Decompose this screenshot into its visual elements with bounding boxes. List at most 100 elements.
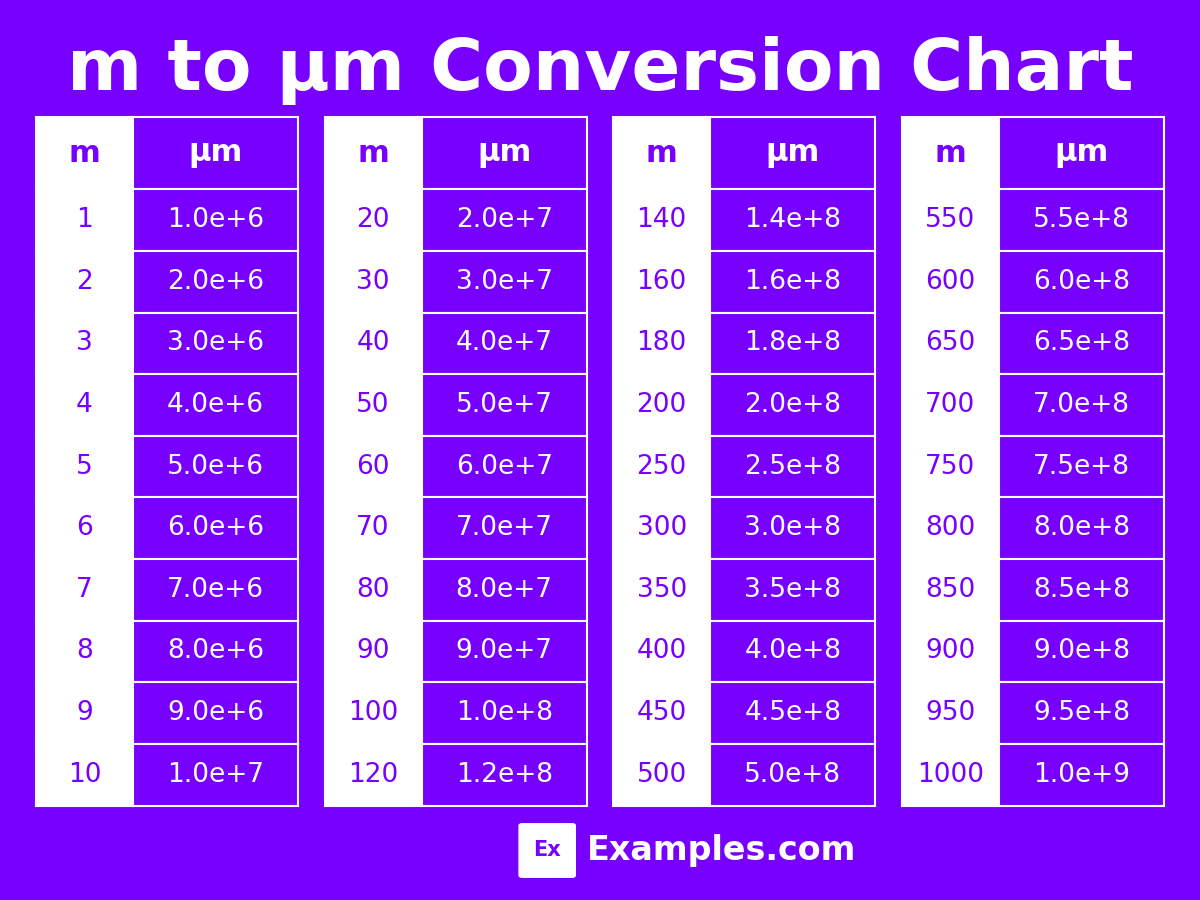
Bar [998, 374, 1164, 436]
Bar [613, 251, 710, 312]
Bar [421, 374, 587, 436]
Bar [36, 744, 133, 806]
Text: 6: 6 [76, 515, 92, 541]
Bar [998, 251, 1164, 312]
Bar [133, 312, 298, 374]
Text: Examples.com: Examples.com [587, 834, 856, 867]
Text: 6.0e+8: 6.0e+8 [1033, 269, 1130, 294]
Bar [998, 436, 1164, 498]
Bar [36, 251, 133, 312]
Text: μm: μm [766, 139, 820, 167]
Text: 1.0e+6: 1.0e+6 [167, 207, 264, 233]
Text: 50: 50 [356, 392, 390, 418]
Text: 800: 800 [925, 515, 976, 541]
Text: 400: 400 [636, 638, 686, 664]
Bar [421, 621, 587, 682]
Text: 4.0e+6: 4.0e+6 [167, 392, 264, 418]
Bar [324, 744, 421, 806]
Bar [902, 682, 998, 744]
Bar [902, 189, 998, 251]
Bar [710, 312, 875, 374]
Bar [710, 744, 875, 806]
Text: 8.0e+8: 8.0e+8 [1033, 515, 1130, 541]
Bar [36, 374, 133, 436]
Text: 2.5e+8: 2.5e+8 [744, 454, 841, 480]
Bar [998, 189, 1164, 251]
Text: 200: 200 [636, 392, 686, 418]
Text: 1.0e+9: 1.0e+9 [1033, 761, 1130, 788]
Text: 500: 500 [636, 761, 686, 788]
Text: 5.5e+8: 5.5e+8 [1033, 207, 1130, 233]
Bar [710, 559, 875, 621]
Bar [133, 559, 298, 621]
Bar [133, 621, 298, 682]
Bar [36, 621, 133, 682]
Text: 450: 450 [636, 700, 686, 726]
Bar [710, 189, 875, 251]
Bar [710, 117, 875, 189]
Text: 9.0e+6: 9.0e+6 [167, 700, 264, 726]
Text: m: m [68, 139, 101, 167]
Text: 6.0e+6: 6.0e+6 [167, 515, 264, 541]
Text: 1: 1 [76, 207, 92, 233]
Bar [998, 559, 1164, 621]
Text: 600: 600 [925, 269, 976, 294]
Text: 5: 5 [76, 454, 92, 480]
Text: 4.0e+7: 4.0e+7 [456, 330, 553, 356]
Text: 650: 650 [925, 330, 976, 356]
Text: 8.5e+8: 8.5e+8 [1033, 577, 1130, 603]
Bar [324, 251, 421, 312]
Text: 1.8e+8: 1.8e+8 [744, 330, 841, 356]
Bar [902, 559, 998, 621]
Text: 7.0e+8: 7.0e+8 [1033, 392, 1130, 418]
Bar [902, 621, 998, 682]
Text: 2: 2 [76, 269, 92, 294]
Text: 60: 60 [356, 454, 390, 480]
Bar [613, 117, 710, 189]
Text: 180: 180 [636, 330, 686, 356]
Text: 160: 160 [636, 269, 686, 294]
Text: 4.5e+8: 4.5e+8 [744, 700, 841, 726]
Text: m: m [935, 139, 966, 167]
Text: 2.0e+8: 2.0e+8 [744, 392, 841, 418]
Text: 30: 30 [356, 269, 390, 294]
Text: 7.0e+7: 7.0e+7 [456, 515, 553, 541]
Bar [421, 498, 587, 559]
Bar [324, 682, 421, 744]
Text: 1.0e+8: 1.0e+8 [456, 700, 553, 726]
Bar [902, 744, 998, 806]
Bar [998, 744, 1164, 806]
Bar [613, 682, 710, 744]
Bar [36, 312, 133, 374]
Bar [133, 189, 298, 251]
Bar [324, 312, 421, 374]
Bar [324, 621, 421, 682]
Bar [36, 682, 133, 744]
Bar [36, 559, 133, 621]
Bar [710, 682, 875, 744]
Text: 7.0e+6: 7.0e+6 [167, 577, 264, 603]
Text: 8: 8 [76, 638, 92, 664]
Text: 20: 20 [356, 207, 390, 233]
Text: 3.5e+8: 3.5e+8 [744, 577, 841, 603]
Bar [421, 559, 587, 621]
Bar [133, 374, 298, 436]
Text: 9.5e+8: 9.5e+8 [1033, 700, 1130, 726]
Text: 140: 140 [636, 207, 686, 233]
Text: 300: 300 [636, 515, 686, 541]
Bar [710, 498, 875, 559]
Bar [613, 374, 710, 436]
Bar [902, 117, 998, 189]
Text: 350: 350 [636, 577, 686, 603]
Bar [324, 436, 421, 498]
Text: 8.0e+7: 8.0e+7 [456, 577, 553, 603]
Bar [133, 251, 298, 312]
Bar [421, 436, 587, 498]
Bar [710, 621, 875, 682]
Text: 9: 9 [76, 700, 92, 726]
Text: 7.5e+8: 7.5e+8 [1033, 454, 1130, 480]
Text: 1000: 1000 [917, 761, 984, 788]
Text: 6.0e+7: 6.0e+7 [456, 454, 553, 480]
Bar [324, 189, 421, 251]
Text: m: m [646, 139, 678, 167]
